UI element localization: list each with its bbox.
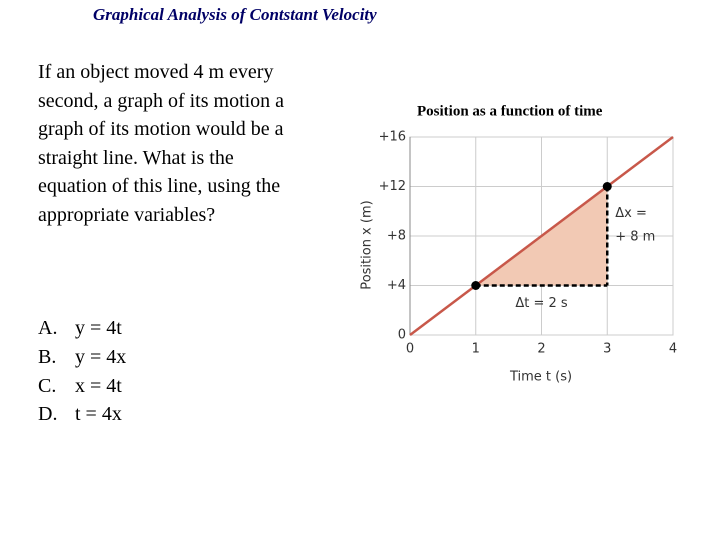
y-tick-label: 0 — [398, 328, 406, 343]
y-tick-label: +16 — [379, 130, 406, 145]
y-tick-label: +8 — [387, 229, 406, 244]
option: C. x = 4t — [38, 375, 122, 398]
data-point — [602, 182, 612, 191]
option-letter: C. — [38, 375, 57, 397]
y-tick-label: +4 — [387, 278, 406, 293]
annotation: Δt = 2 s — [515, 296, 568, 311]
question: If an object moved 4 m every second, a g… — [38, 61, 285, 226]
x-tick-label: 1 — [472, 342, 480, 357]
annotation: + 8 m — [615, 230, 655, 245]
option-text: t = 4x — [75, 403, 122, 425]
x-axis-label: Time t (s) — [509, 370, 572, 385]
option-text: y = 4x — [75, 346, 127, 368]
option: A. y = 4t — [38, 317, 122, 340]
data-point — [471, 281, 481, 290]
x-tick-label: 0 — [406, 342, 414, 357]
y-axis-label: Position x (m) — [360, 200, 375, 289]
option-letter: D. — [38, 403, 58, 425]
option-letter: B. — [38, 346, 57, 368]
x-tick-label: 3 — [603, 342, 611, 357]
x-tick-label: 4 — [669, 342, 677, 357]
annotation: Δx = — [615, 206, 647, 221]
option-text: x = 4t — [75, 375, 122, 397]
option-text: y = 4t — [75, 317, 122, 339]
option: D. t = 4x — [38, 403, 122, 426]
data-line — [409, 136, 674, 336]
y-tick-label: +12 — [379, 179, 406, 194]
x-tick-label: 2 — [537, 342, 545, 357]
slide-title: Graphical Analysis of Contstant Velocity — [93, 5, 377, 24]
option-letter: A. — [38, 317, 58, 339]
option: B. y = 4x — [38, 346, 126, 369]
chart-title: Position as a function of time — [417, 103, 603, 119]
